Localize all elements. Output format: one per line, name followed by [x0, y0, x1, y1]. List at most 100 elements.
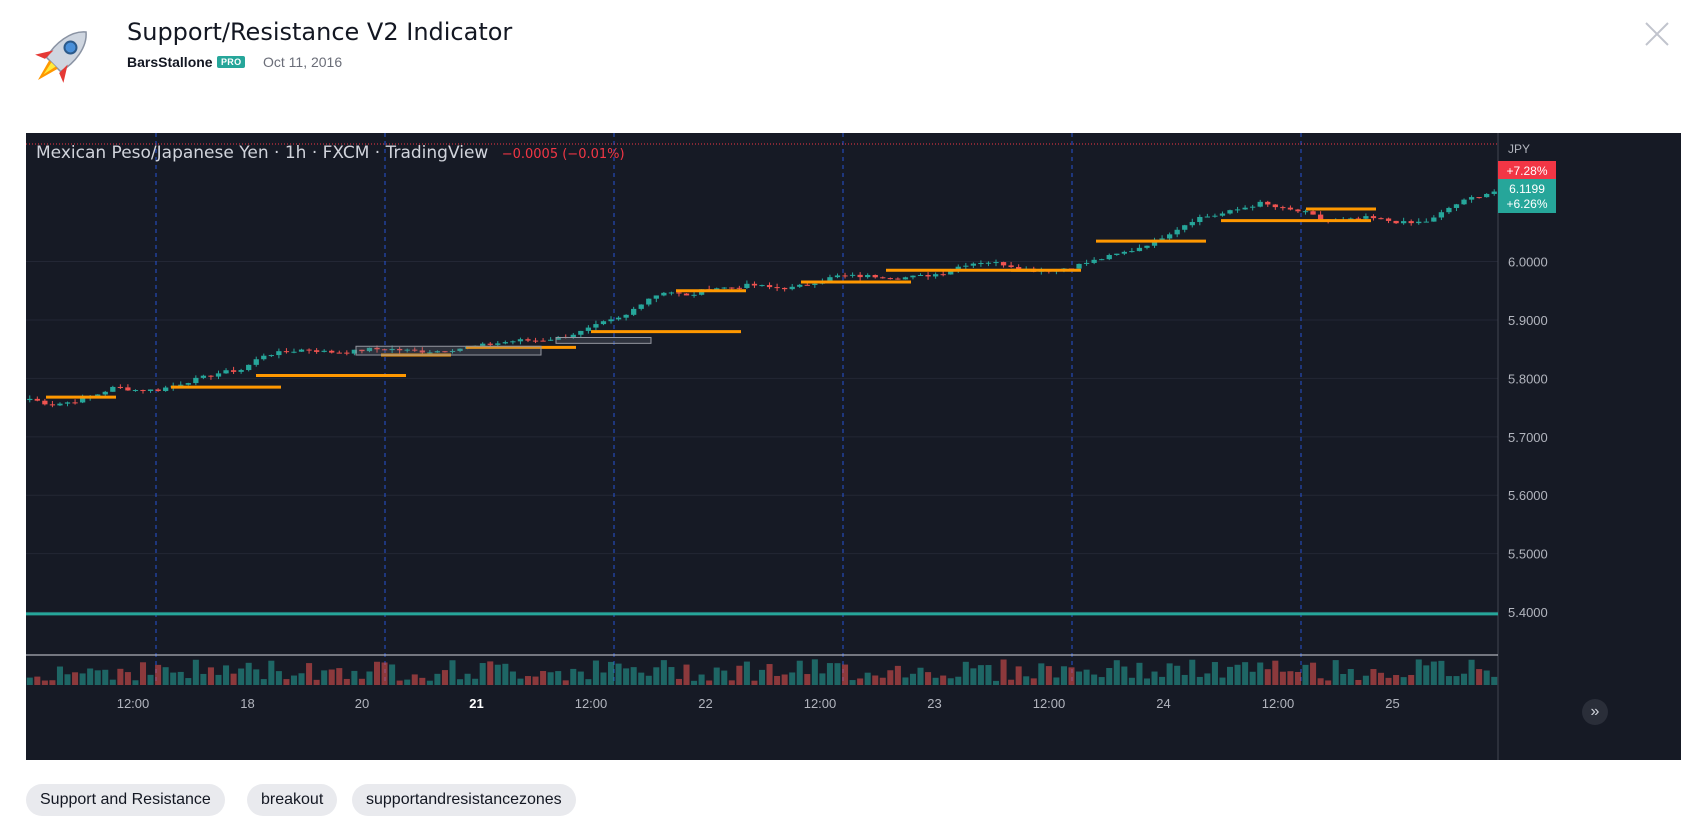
candle-body	[729, 287, 735, 289]
volume-bar	[275, 671, 282, 685]
candle-body	[948, 270, 954, 275]
volume-bar	[230, 673, 237, 685]
volume-bar	[947, 678, 954, 685]
y-tick-label: 5.5000	[1508, 547, 1548, 562]
candle-body	[895, 278, 901, 280]
price-chart[interactable]: 6.0000 5.9000 5.8000 5.7000 5.6000 5.5000 5.40…	[26, 133, 1681, 760]
volume-bar	[909, 673, 916, 685]
tag-breakout[interactable]: breakout	[247, 784, 338, 816]
volume-bar	[940, 675, 947, 685]
candle-body	[1363, 216, 1369, 219]
candle-body	[615, 317, 622, 320]
candle-body	[759, 285, 765, 287]
candle-body	[1431, 217, 1437, 222]
tag-sr-zones[interactable]: supportandresistancezones	[352, 784, 576, 816]
volume-bar	[1461, 673, 1468, 685]
candle-body	[1484, 193, 1490, 198]
volume-bar	[1408, 674, 1415, 685]
volume-bar	[842, 664, 849, 685]
volume-bar	[1174, 665, 1181, 685]
interval-label: 1h	[284, 143, 307, 163]
candle-body	[1189, 222, 1195, 226]
volume-bar	[283, 679, 290, 685]
volume-bar	[1098, 677, 1105, 685]
volume-bar	[411, 674, 418, 685]
candle-body	[1242, 207, 1248, 210]
volume-bar	[389, 664, 396, 685]
candle-body	[1091, 259, 1097, 263]
candle-body	[79, 397, 86, 403]
change-badge-text: +7.28%	[1506, 164, 1547, 178]
volume-bar	[1045, 666, 1052, 685]
volume-bar	[109, 679, 116, 685]
volume-bar	[1400, 677, 1407, 685]
volume-bar	[532, 676, 539, 685]
candle-body	[1393, 220, 1399, 224]
volume-bar	[434, 673, 441, 685]
volume-bar	[789, 672, 796, 685]
volume-bar	[925, 672, 932, 685]
candle-body	[1355, 218, 1361, 220]
scroll-right-button[interactable]: »	[1582, 699, 1608, 725]
volume-bar	[1121, 666, 1128, 685]
candle-body	[215, 373, 222, 377]
volume-bar	[524, 676, 532, 685]
candle-body	[547, 339, 554, 341]
volume-bar	[170, 672, 177, 685]
volume-bar	[1136, 662, 1143, 685]
candle-body	[1348, 218, 1354, 220]
volume-bar	[192, 659, 199, 685]
author-name[interactable]: BarsStallone	[127, 54, 213, 70]
candle-body	[381, 349, 388, 351]
candle-body	[389, 348, 395, 351]
candle-body	[676, 292, 682, 294]
candle-body	[1476, 197, 1482, 199]
candle-body	[261, 355, 267, 360]
chart-panel[interactable]: 6.0000 5.9000 5.8000 5.7000 5.6000 5.5000 5.40…	[26, 133, 1681, 760]
volume-bar	[955, 676, 962, 685]
candle-body	[789, 286, 795, 290]
close-icon[interactable]	[1643, 20, 1671, 48]
volume-bar	[1249, 671, 1256, 685]
candle-body	[1280, 207, 1286, 209]
volume-bar	[562, 680, 569, 685]
volume-bar	[675, 678, 682, 685]
candle-body	[502, 342, 508, 344]
candle-body	[1265, 201, 1271, 205]
volume-bar	[102, 669, 109, 685]
volume-bar	[1445, 676, 1452, 685]
volume-bar	[1415, 659, 1422, 685]
volume-bar	[1279, 671, 1286, 685]
volume-bar	[343, 678, 350, 685]
candle-body	[985, 262, 992, 264]
candle-body	[1204, 216, 1211, 218]
candle-body	[1197, 216, 1203, 223]
volume-bar	[1008, 679, 1015, 685]
candle-body	[208, 375, 214, 377]
y-tick-label: 6.0000	[1508, 255, 1548, 270]
volume-bar	[268, 660, 275, 685]
volume-bar	[713, 667, 720, 685]
volume-bar	[1068, 667, 1075, 685]
volume-bar	[683, 664, 690, 685]
x-tick-label: 25	[1385, 696, 1399, 711]
volume-bar	[56, 666, 63, 685]
volume-bar	[1234, 664, 1241, 685]
candle-body	[283, 351, 290, 353]
volume-bar	[336, 668, 343, 685]
candle-body	[714, 288, 720, 290]
candle-body	[925, 274, 931, 277]
volume-bar	[200, 673, 207, 685]
volume-bar	[1355, 679, 1362, 685]
y-tick-label: 5.9000	[1508, 313, 1548, 328]
volume-bar	[358, 678, 365, 685]
candle-body	[1121, 251, 1127, 254]
volume-bar	[774, 675, 781, 685]
source-label: TradingView	[385, 143, 489, 163]
tag-support-resistance[interactable]: Support and Resistance	[26, 784, 225, 816]
price-change: −0.0005 (−0.01%)	[501, 147, 625, 162]
candle-body	[849, 274, 856, 276]
volume-bar	[517, 678, 524, 685]
volume-bar	[366, 671, 373, 685]
candle-body	[1438, 212, 1445, 218]
